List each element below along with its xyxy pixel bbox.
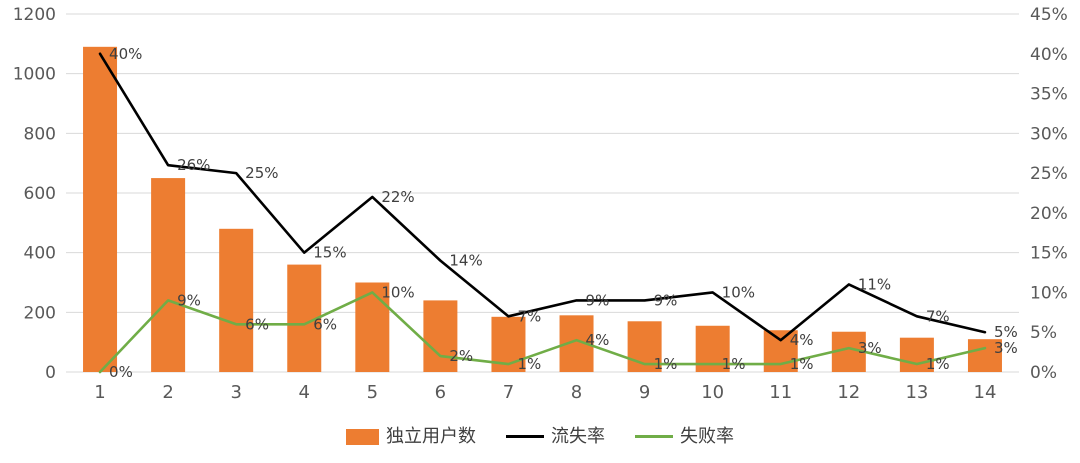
svg-text:25%: 25% (245, 164, 278, 182)
legend-item-churn-rate[interactable]: 流失率 (506, 425, 605, 447)
svg-text:200: 200 (24, 303, 56, 323)
svg-text:4%: 4% (586, 331, 610, 349)
chart-legend: 独立用户数 流失率 失败率 (0, 410, 1080, 463)
bar-swatch-icon (346, 428, 379, 445)
svg-text:9%: 9% (177, 291, 201, 309)
line-swatch-icon (635, 434, 673, 439)
svg-text:9%: 9% (586, 291, 610, 309)
svg-text:10%: 10% (722, 283, 755, 301)
svg-text:20%: 20% (1030, 204, 1068, 224)
svg-text:4: 4 (299, 382, 310, 403)
svg-text:12: 12 (837, 382, 860, 403)
legend-item-fail-rate[interactable]: 失败率 (635, 425, 734, 447)
legend-item-unique-users[interactable]: 独立用户数 (346, 425, 476, 447)
svg-text:2: 2 (162, 382, 173, 403)
svg-text:1%: 1% (654, 355, 678, 373)
svg-text:0%: 0% (109, 363, 133, 381)
svg-text:6: 6 (435, 382, 446, 403)
svg-text:4%: 4% (790, 331, 814, 349)
svg-text:400: 400 (24, 244, 56, 264)
svg-text:0%: 0% (1030, 363, 1057, 383)
svg-text:1000: 1000 (13, 65, 56, 85)
svg-text:9: 9 (639, 382, 650, 403)
svg-text:6%: 6% (313, 315, 337, 333)
legend-label-churn-rate: 流失率 (551, 425, 605, 447)
svg-text:1%: 1% (926, 355, 950, 373)
svg-text:3%: 3% (994, 339, 1018, 357)
svg-text:1: 1 (94, 382, 105, 403)
svg-text:35%: 35% (1030, 85, 1068, 105)
svg-text:3: 3 (230, 382, 241, 403)
svg-text:800: 800 (24, 124, 56, 144)
svg-text:600: 600 (24, 184, 56, 204)
svg-text:10: 10 (701, 382, 724, 403)
svg-text:1%: 1% (722, 355, 746, 373)
svg-text:40%: 40% (109, 45, 142, 63)
svg-text:15%: 15% (313, 244, 346, 262)
svg-text:26%: 26% (177, 156, 210, 174)
svg-text:22%: 22% (381, 188, 414, 206)
svg-text:15%: 15% (1030, 244, 1068, 264)
svg-text:2%: 2% (449, 347, 473, 365)
line-swatch-icon (506, 434, 544, 439)
svg-text:7: 7 (503, 382, 514, 403)
svg-text:1%: 1% (517, 355, 541, 373)
svg-text:1200: 1200 (13, 5, 56, 25)
svg-text:13: 13 (905, 382, 928, 403)
svg-text:1%: 1% (790, 355, 814, 373)
svg-text:5%: 5% (994, 323, 1018, 341)
svg-text:45%: 45% (1030, 5, 1068, 25)
svg-text:11%: 11% (858, 275, 891, 293)
svg-text:30%: 30% (1030, 124, 1068, 144)
combo-chart-svg: 0200400600800100012000%5%10%15%20%25%30%… (13, 5, 1068, 403)
svg-text:5%: 5% (1030, 323, 1057, 343)
svg-text:3%: 3% (858, 339, 882, 357)
svg-text:6%: 6% (245, 315, 269, 333)
svg-text:5: 5 (367, 382, 378, 403)
svg-text:11: 11 (769, 382, 792, 403)
legend-label-unique-users: 独立用户数 (386, 425, 476, 447)
svg-text:0: 0 (45, 363, 56, 383)
svg-text:14%: 14% (449, 252, 482, 270)
svg-text:7%: 7% (517, 307, 541, 325)
svg-text:25%: 25% (1030, 164, 1068, 184)
svg-text:7%: 7% (926, 307, 950, 325)
svg-text:10%: 10% (381, 283, 414, 301)
svg-text:14: 14 (974, 382, 997, 403)
legend-label-fail-rate: 失败率 (680, 425, 734, 447)
svg-text:8: 8 (571, 382, 582, 403)
svg-text:40%: 40% (1030, 45, 1068, 65)
svg-text:9%: 9% (654, 291, 678, 309)
svg-text:10%: 10% (1030, 283, 1068, 303)
